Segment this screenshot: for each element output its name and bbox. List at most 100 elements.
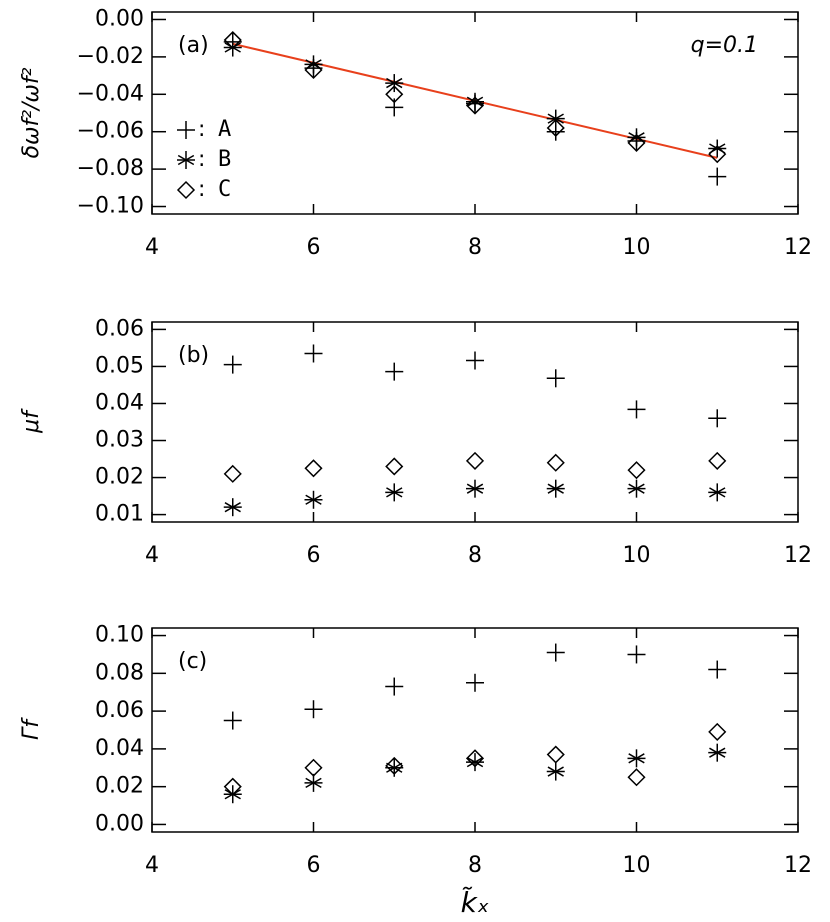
x-tick-label: 8 — [468, 853, 482, 878]
marker-stroke — [546, 453, 565, 472]
legend-separator: : — [198, 147, 205, 172]
data-point — [223, 30, 242, 50]
data-point — [385, 677, 404, 696]
panel-label: (b) — [178, 343, 209, 368]
data-point — [708, 722, 727, 741]
data-point — [304, 60, 323, 80]
data-point — [627, 133, 646, 152]
x-tick-label: 4 — [145, 543, 159, 568]
data-point — [546, 118, 565, 138]
marker-stroke — [385, 457, 404, 476]
data-point — [627, 479, 646, 498]
marker-stroke — [176, 180, 196, 200]
data-point — [627, 461, 646, 480]
data-point — [708, 451, 727, 470]
data-point — [223, 355, 242, 374]
y-tick-label: −0.08 — [77, 156, 144, 181]
data-point — [546, 479, 565, 498]
y-tick-label: 0.06 — [95, 316, 144, 341]
data-point — [304, 700, 323, 719]
x-tick-label: 12 — [784, 543, 812, 568]
data-point — [466, 753, 484, 772]
y-axis-label: μf — [19, 408, 44, 434]
plot-frame — [151, 627, 799, 833]
y-tick-label: 0.01 — [95, 502, 144, 527]
legend-label: C — [218, 177, 231, 202]
y-tick-label: 0.02 — [95, 465, 144, 490]
data-point — [708, 660, 727, 679]
y-tick-label: 0.08 — [95, 660, 144, 685]
legend-separator: : — [198, 117, 205, 142]
data-point — [385, 362, 404, 381]
y-tick-label: −0.02 — [77, 44, 144, 69]
data-point — [465, 749, 485, 768]
y-tick-label: 0.03 — [95, 428, 144, 453]
y-tick-label: 0.05 — [95, 353, 144, 378]
x-tick-label: 4 — [145, 853, 159, 878]
legend-label: A — [218, 117, 231, 142]
legend-entry: :B — [177, 147, 231, 172]
data-point — [466, 479, 484, 498]
data-point — [304, 773, 323, 792]
marker-stroke — [223, 30, 242, 50]
y-tick-label: 0.00 — [95, 6, 144, 31]
y-axis-label: δωf²/ωf² — [19, 67, 44, 158]
data-point — [223, 498, 242, 517]
data-point — [304, 344, 323, 363]
x-tick-label: 8 — [468, 235, 482, 260]
marker-stroke — [546, 745, 565, 764]
marker-stroke — [304, 459, 323, 478]
data-point — [708, 743, 727, 762]
data-point — [466, 351, 484, 370]
marker-stroke — [627, 768, 646, 787]
data-point — [627, 749, 646, 768]
x-tick-label: 6 — [307, 853, 321, 878]
data-point — [385, 457, 404, 476]
y-tick-label: 0.06 — [95, 698, 144, 723]
data-point — [546, 643, 565, 662]
data-point — [304, 758, 323, 777]
marker-stroke — [627, 133, 646, 152]
marker-stroke — [223, 464, 242, 483]
x-axis-label: k̃ₓ — [461, 886, 490, 919]
y-tick-label: 0.00 — [95, 811, 144, 836]
data-point — [385, 98, 404, 117]
marker-stroke — [708, 145, 727, 164]
x-tick-label: 10 — [623, 543, 651, 568]
data-point — [546, 762, 565, 781]
y-tick-label: −0.04 — [77, 81, 144, 106]
marker-stroke — [304, 60, 323, 80]
data-point — [546, 109, 565, 128]
marker-stroke — [546, 118, 565, 138]
y-axis-label: Γf — [19, 717, 44, 740]
data-point — [546, 745, 565, 764]
x-tick-label: 4 — [145, 235, 159, 260]
x-tick-label: 12 — [784, 853, 812, 878]
data-point — [223, 777, 242, 796]
data-point — [385, 483, 404, 502]
data-point — [627, 645, 646, 664]
data-point — [708, 145, 727, 164]
marker-stroke — [627, 461, 646, 480]
marker-stroke — [465, 749, 485, 768]
x-tick-label: 12 — [784, 235, 812, 260]
data-point — [223, 464, 242, 483]
x-tick-label: 10 — [623, 235, 651, 260]
data-point — [385, 85, 404, 104]
data-point — [304, 490, 323, 509]
data-point — [385, 756, 404, 775]
marker-stroke — [385, 85, 404, 104]
data-point — [304, 459, 323, 478]
marker-stroke — [708, 722, 727, 741]
data-point — [466, 92, 484, 111]
data-point — [466, 673, 484, 692]
x-tick-label: 10 — [623, 853, 651, 878]
marker-stroke — [708, 451, 727, 470]
y-tick-label: 0.02 — [95, 774, 144, 799]
legend-label: B — [218, 147, 231, 172]
panel-label: (a) — [178, 33, 209, 58]
marker-stroke — [223, 777, 242, 796]
legend-entry: :A — [177, 117, 231, 142]
marker-stroke — [465, 96, 485, 115]
